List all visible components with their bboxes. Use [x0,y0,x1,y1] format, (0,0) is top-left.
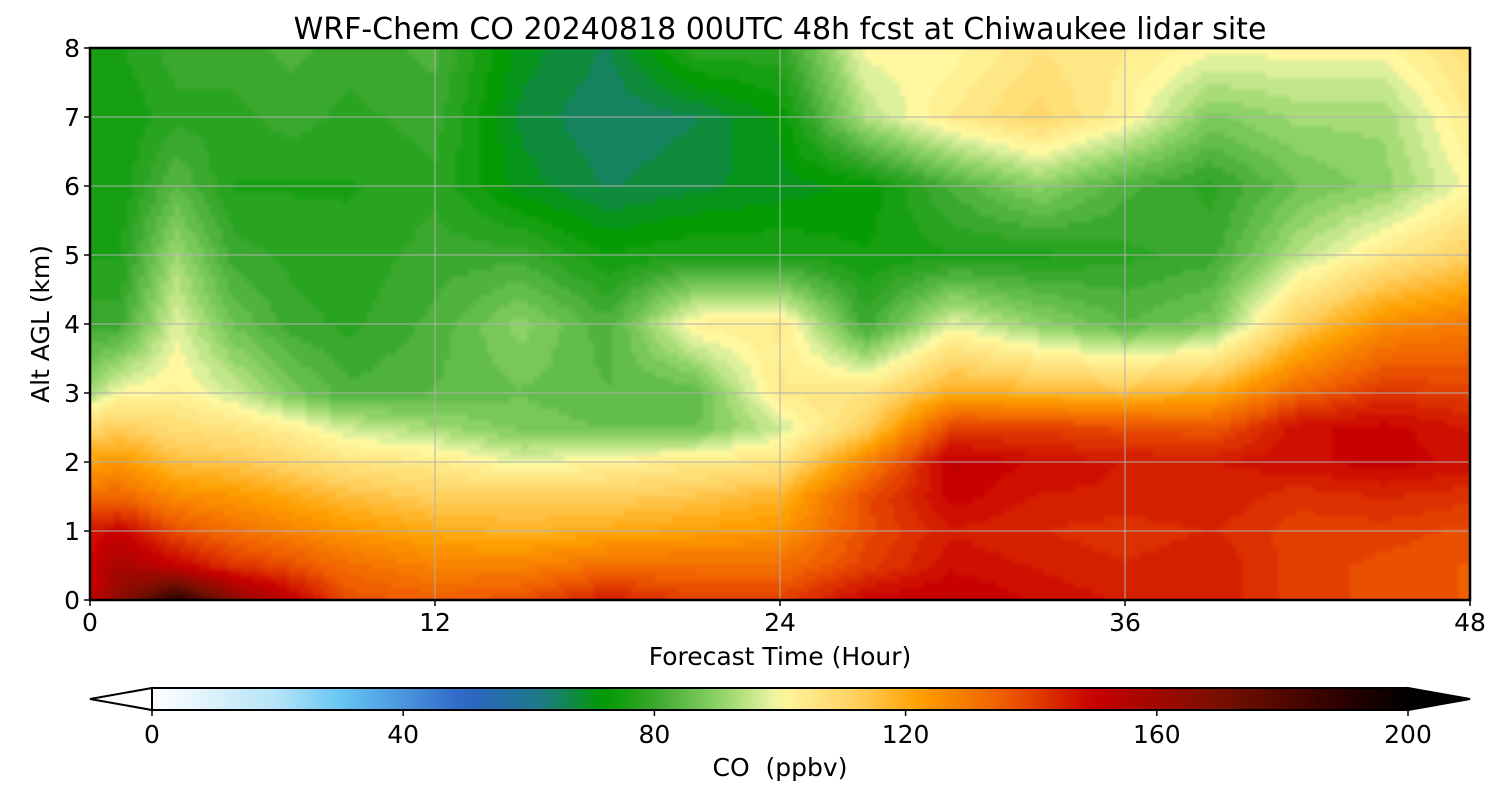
colorbar-tick-label: 0 [144,720,160,749]
y-tick-label: 2 [64,448,80,477]
colorbar-tick-label: 160 [1133,720,1181,749]
x-tick-label: 24 [764,608,796,637]
x-tick-label: 0 [82,608,98,637]
y-tick-label: 6 [64,172,80,201]
x-tick-label: 12 [419,608,451,637]
y-tick-label: 8 [64,34,80,63]
x-tick-label: 48 [1454,608,1486,637]
x-axis: 0 12 24 36 48 [82,600,1486,637]
y-tick-label: 3 [64,379,80,408]
colorbar-label: CO (ppbv) [713,753,848,782]
colorbar-tick-label: 120 [882,720,930,749]
y-tick-label: 0 [64,586,80,615]
colorbar-frame [151,687,1409,711]
colorbar-tick-label: 40 [387,720,419,749]
colorbar-extend-low [89,686,153,712]
y-axis-label: Alt AGL (km) [26,245,55,403]
y-tick-label: 7 [64,103,80,132]
x-axis-label: Forecast Time (Hour) [649,642,912,671]
colorbar-extend-high [1407,686,1471,712]
colorbar-tick-label: 80 [638,720,670,749]
y-tick-label: 5 [64,241,80,270]
y-tick-label: 4 [64,310,80,339]
x-tick-label: 36 [1109,608,1141,637]
plot-area [88,46,1472,602]
y-axis: 0 1 2 3 4 5 6 7 8 [64,34,90,615]
colorbar: 0 40 80 120 160 200 [89,686,1471,749]
y-tick-label: 1 [64,517,80,546]
colorbar-gradient [152,688,1408,710]
chart-title: WRF-Chem CO 20240818 00UTC 48h fcst at C… [294,12,1267,47]
colorbar-ticks: 0 40 80 120 160 200 [144,710,1432,749]
colorbar-tick-label: 200 [1384,720,1432,749]
